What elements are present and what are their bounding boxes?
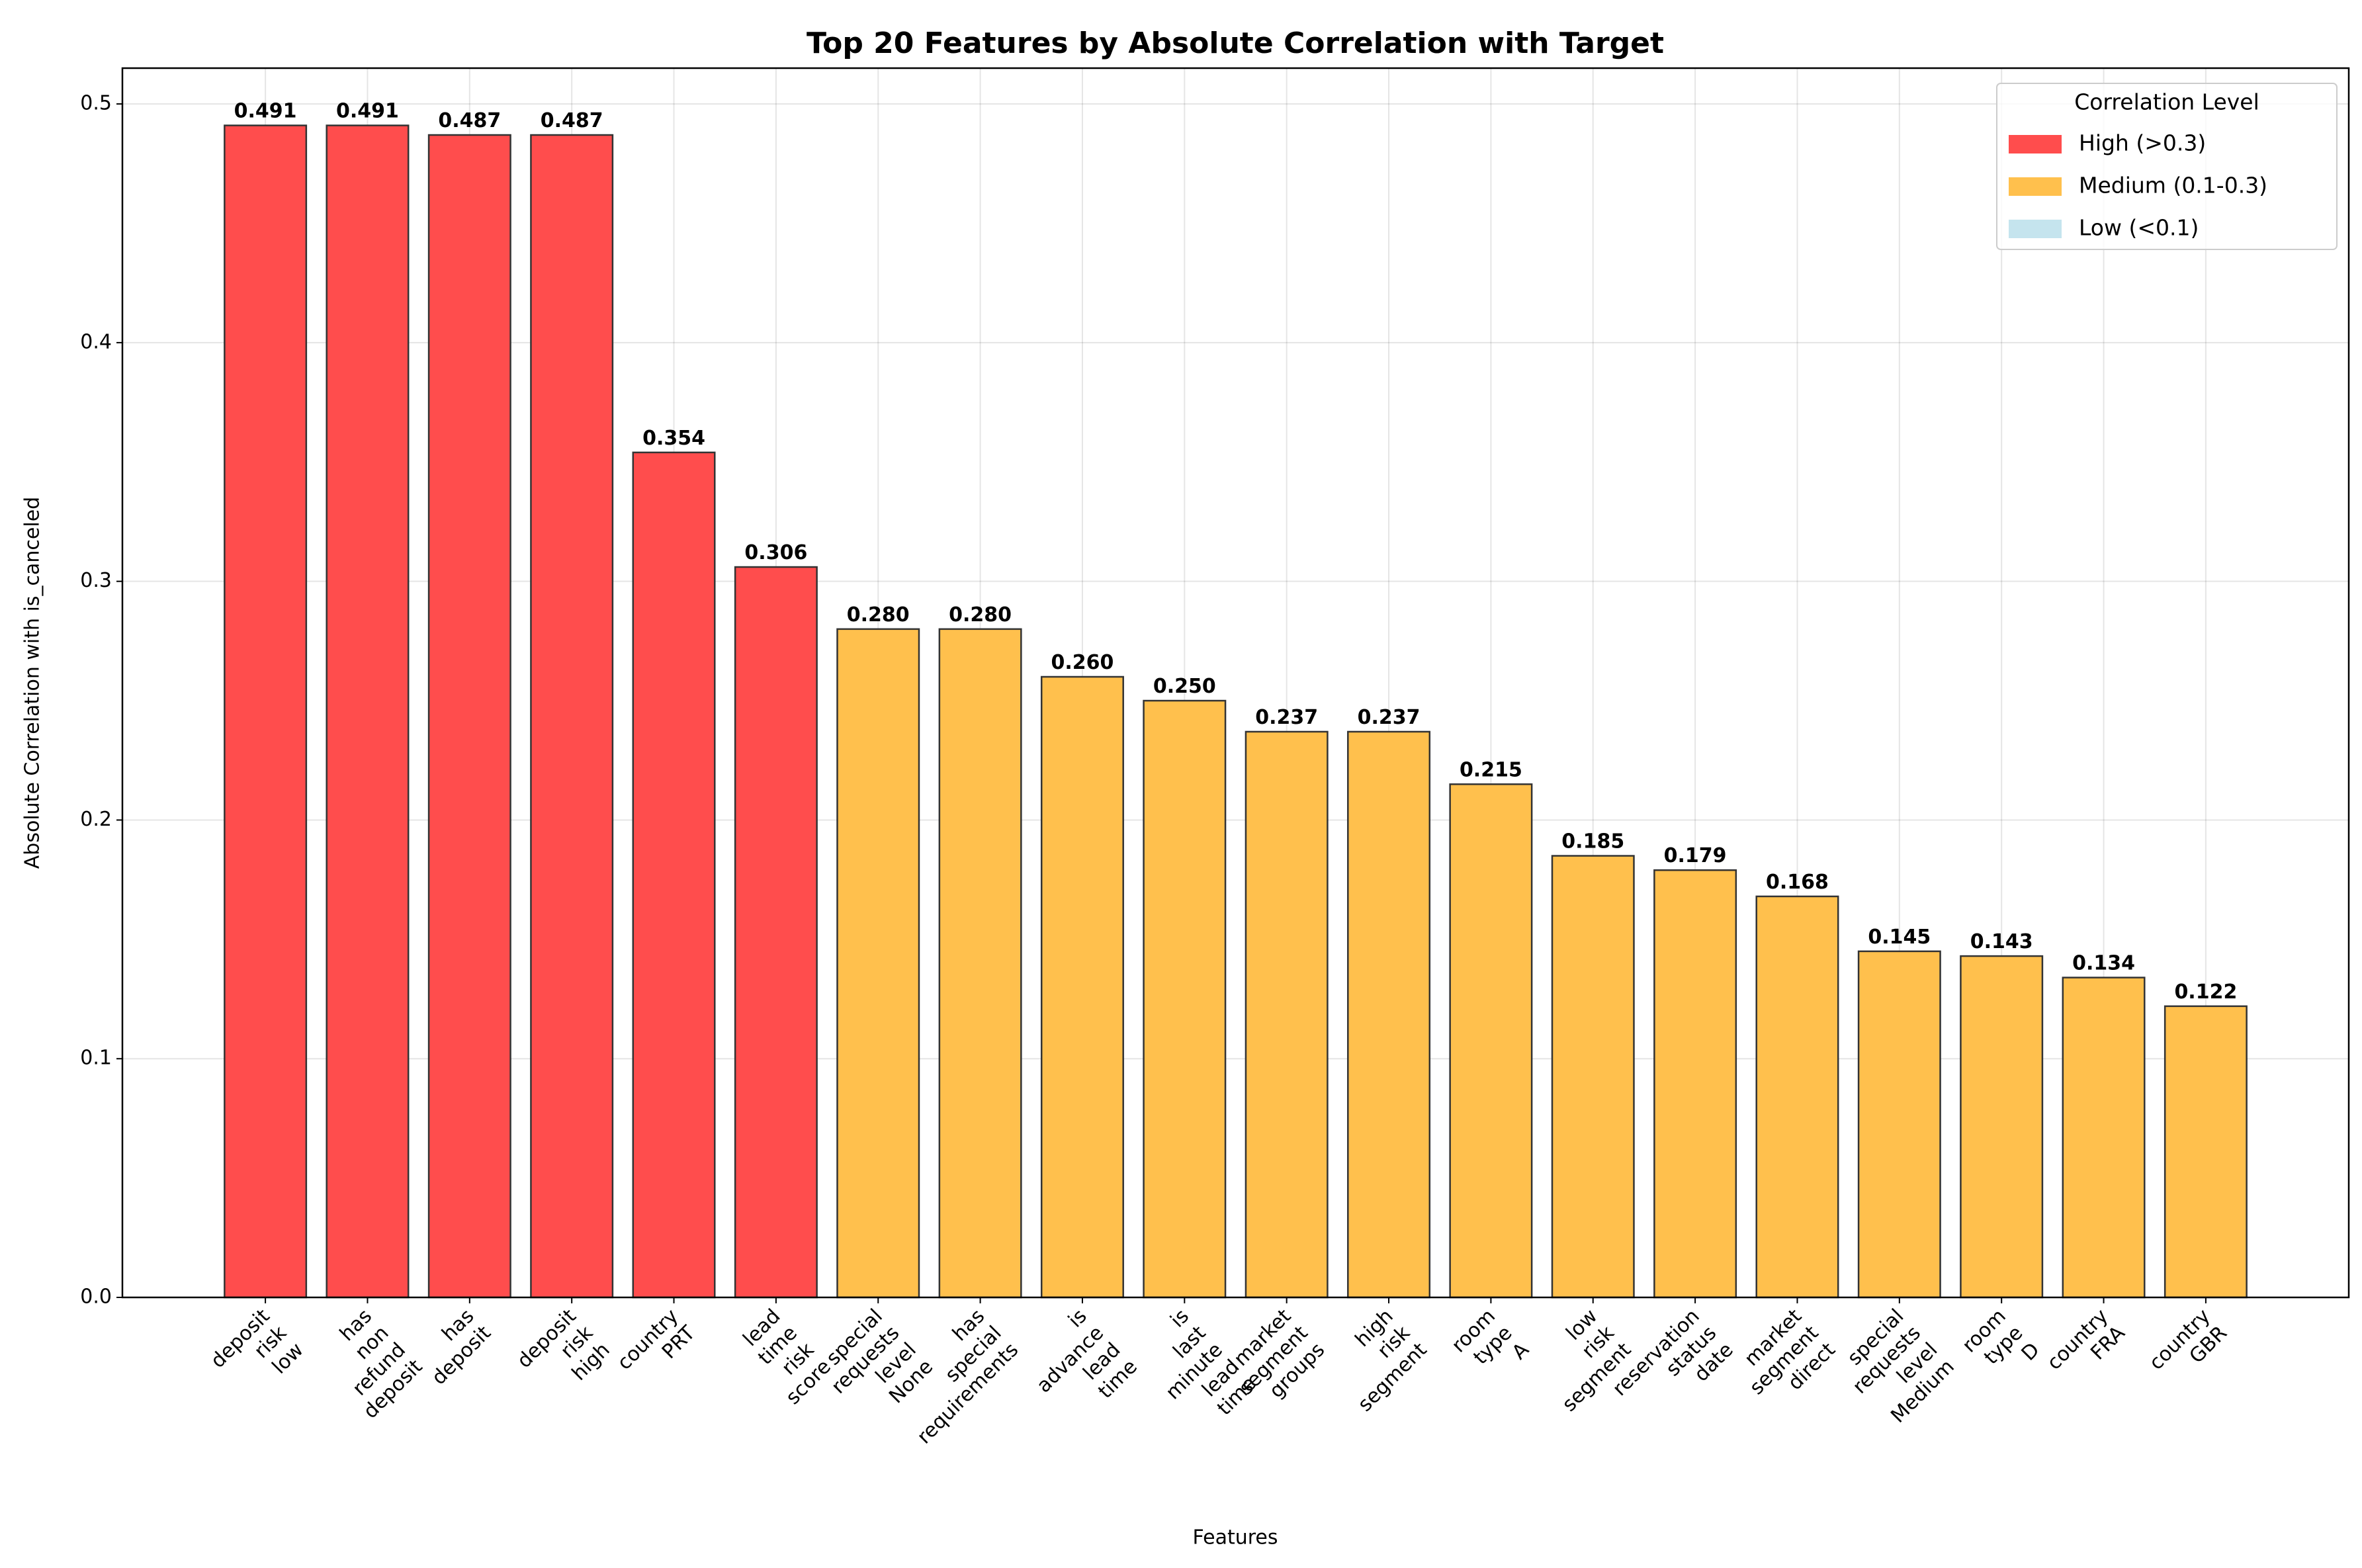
value-label: 0.260 bbox=[1051, 651, 1114, 674]
bar bbox=[1449, 783, 1533, 1299]
bar bbox=[632, 451, 716, 1299]
legend-box bbox=[1996, 83, 2338, 250]
value-label: 0.237 bbox=[1255, 706, 1318, 729]
bar bbox=[530, 134, 614, 1299]
value-label: 0.143 bbox=[1970, 930, 2033, 953]
y-tick-label: 0.3 bbox=[80, 569, 112, 592]
x-tick-label-group: marketsegmentdirect bbox=[1728, 1305, 1840, 1416]
legend-swatch bbox=[2009, 135, 2062, 153]
legend-swatch bbox=[2009, 177, 2062, 196]
y-tick-label: 0.0 bbox=[80, 1285, 112, 1309]
bar bbox=[1347, 730, 1431, 1299]
value-label: 0.491 bbox=[234, 100, 297, 123]
bar bbox=[1755, 895, 1839, 1299]
value-label: 0.491 bbox=[336, 100, 399, 123]
bar bbox=[836, 628, 920, 1299]
legend-label: High (>0.3) bbox=[2079, 130, 2206, 156]
y-axis-label: Absolute Correlation with is_canceled bbox=[21, 497, 44, 869]
y-tick-label: 0.5 bbox=[80, 92, 112, 115]
legend-swatch bbox=[2009, 220, 2062, 238]
bar bbox=[734, 566, 818, 1299]
value-label: 0.280 bbox=[949, 603, 1012, 627]
bar bbox=[1857, 950, 1941, 1299]
y-tick-label: 0.1 bbox=[80, 1047, 112, 1070]
legend-label: Low (<0.1) bbox=[2079, 215, 2199, 241]
value-label: 0.237 bbox=[1358, 706, 1421, 729]
value-label: 0.145 bbox=[1868, 926, 1931, 949]
bar bbox=[1040, 675, 1124, 1299]
y-tick-label: 0.2 bbox=[80, 808, 112, 831]
value-label: 0.487 bbox=[438, 109, 501, 132]
value-label: 0.122 bbox=[2174, 980, 2237, 1004]
value-label: 0.354 bbox=[642, 427, 705, 450]
legend-label: Medium (0.1-0.3) bbox=[2079, 173, 2267, 198]
bar bbox=[1143, 699, 1227, 1299]
value-label: 0.134 bbox=[2072, 952, 2135, 975]
value-label: 0.168 bbox=[1766, 871, 1829, 894]
bar bbox=[2062, 977, 2146, 1299]
value-label: 0.280 bbox=[847, 603, 910, 627]
bar bbox=[2164, 1005, 2248, 1299]
value-label: 0.215 bbox=[1460, 758, 1522, 781]
bar bbox=[1653, 869, 1737, 1299]
bar bbox=[1960, 955, 2044, 1299]
bar bbox=[938, 628, 1022, 1299]
bar bbox=[427, 134, 511, 1299]
value-label: 0.185 bbox=[1561, 830, 1624, 853]
bar bbox=[326, 124, 410, 1299]
chart-title: Top 20 Features by Absolute Correlation … bbox=[807, 26, 1664, 60]
value-label: 0.487 bbox=[541, 109, 603, 132]
legend-title: Correlation Level bbox=[2074, 89, 2259, 115]
y-tick-label: 0.4 bbox=[80, 330, 112, 353]
plot-frame bbox=[121, 67, 2350, 1299]
value-label: 0.179 bbox=[1664, 844, 1727, 867]
value-label: 0.306 bbox=[744, 541, 807, 564]
value-label: 0.250 bbox=[1153, 675, 1216, 698]
bar bbox=[1551, 855, 1635, 1299]
x-tick-label: marketsegmentdirect bbox=[1728, 1305, 1840, 1416]
bar bbox=[1245, 730, 1329, 1299]
x-axis-label: Features bbox=[1193, 1526, 1278, 1549]
bar bbox=[224, 124, 308, 1299]
